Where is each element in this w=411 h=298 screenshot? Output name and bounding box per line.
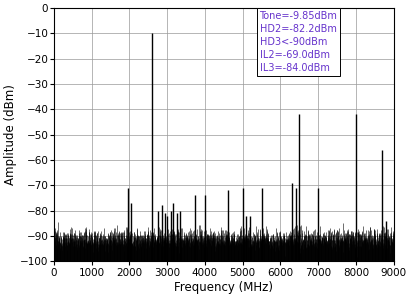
Y-axis label: Amplitude (dBm): Amplitude (dBm) [4,84,17,185]
Text: Tone=-9.85dBm
HD2=-82.2dBm
HD3<-90dBm
IL2=-69.0dBm
IL3=-84.0dBm: Tone=-9.85dBm HD2=-82.2dBm HD3<-90dBm IL… [259,11,337,74]
X-axis label: Frequency (MHz): Frequency (MHz) [174,281,273,294]
